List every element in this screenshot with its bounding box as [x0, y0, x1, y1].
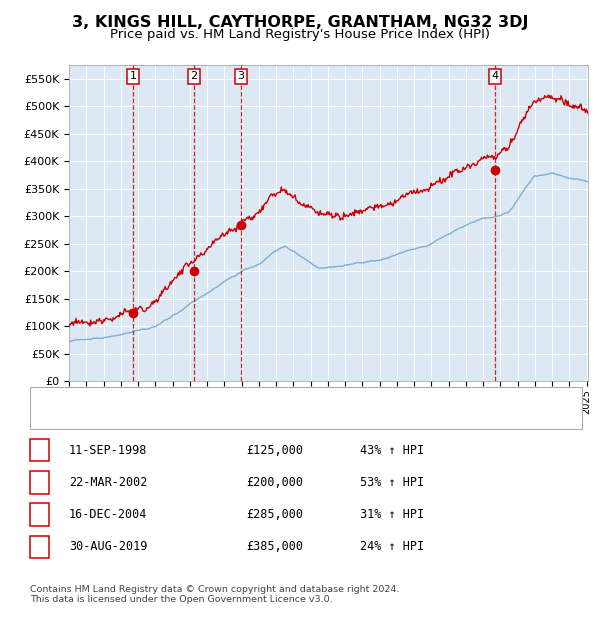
Text: 2: 2: [36, 476, 43, 489]
Text: 4: 4: [36, 541, 43, 553]
Text: 31% ↑ HPI: 31% ↑ HPI: [360, 508, 424, 521]
Text: 3, KINGS HILL, CAYTHORPE, GRANTHAM, NG32 3DJ: 3, KINGS HILL, CAYTHORPE, GRANTHAM, NG32…: [72, 16, 528, 30]
Text: 3: 3: [238, 71, 244, 81]
Text: 24% ↑ HPI: 24% ↑ HPI: [360, 541, 424, 553]
Text: £385,000: £385,000: [246, 541, 303, 553]
Text: 2: 2: [190, 71, 197, 81]
Text: 30-AUG-2019: 30-AUG-2019: [69, 541, 148, 553]
Text: 3: 3: [36, 508, 43, 521]
Text: 43% ↑ HPI: 43% ↑ HPI: [360, 444, 424, 456]
Text: 1: 1: [36, 444, 43, 456]
Text: 3, KINGS HILL, CAYTHORPE, GRANTHAM, NG32 3DJ (detached house): 3, KINGS HILL, CAYTHORPE, GRANTHAM, NG32…: [74, 393, 450, 403]
Text: 22-MAR-2002: 22-MAR-2002: [69, 476, 148, 489]
Text: Contains HM Land Registry data © Crown copyright and database right 2024.
This d: Contains HM Land Registry data © Crown c…: [30, 585, 400, 604]
Text: HPI: Average price, detached house, South Kesteven: HPI: Average price, detached house, Sout…: [74, 413, 362, 423]
Text: 53% ↑ HPI: 53% ↑ HPI: [360, 476, 424, 489]
Text: 4: 4: [491, 71, 498, 81]
Text: £125,000: £125,000: [246, 444, 303, 456]
Text: 1: 1: [130, 71, 136, 81]
Text: Price paid vs. HM Land Registry's House Price Index (HPI): Price paid vs. HM Land Registry's House …: [110, 28, 490, 41]
Text: £200,000: £200,000: [246, 476, 303, 489]
Text: £285,000: £285,000: [246, 508, 303, 521]
Text: 16-DEC-2004: 16-DEC-2004: [69, 508, 148, 521]
Text: 11-SEP-1998: 11-SEP-1998: [69, 444, 148, 456]
